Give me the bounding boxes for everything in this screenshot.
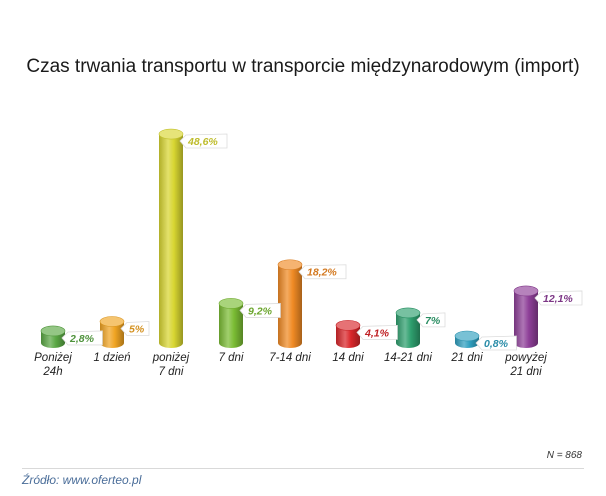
category-label: 14-21 dni	[384, 352, 432, 364]
data-label: 12,1%	[534, 290, 583, 306]
sample-size-note: N = 868	[546, 450, 582, 461]
data-label: 7%	[416, 312, 446, 328]
category-label: 21 dni	[450, 352, 483, 364]
bar-body	[159, 134, 183, 348]
bar-body	[100, 321, 124, 348]
chart-title: Czas trwania transportu w transporcie mi…	[26, 56, 580, 77]
category-label: 24h	[42, 366, 62, 378]
category-label: powyżej	[504, 352, 547, 364]
bar-top	[277, 259, 303, 271]
svg-text:48,6%: 48,6%	[187, 136, 218, 148]
bar-body	[336, 325, 360, 348]
bar-top	[335, 320, 361, 331]
bar-top	[395, 307, 421, 319]
bar-2	[99, 316, 125, 348]
bar-body	[278, 264, 302, 348]
bar-8	[454, 330, 480, 348]
bar-1	[40, 325, 66, 348]
bar-7	[395, 307, 421, 348]
category-label: 1 dzień	[93, 352, 130, 364]
data-label: 48,6%	[179, 133, 228, 149]
bar-body	[396, 312, 420, 348]
category-label: 21 dni	[509, 366, 542, 378]
category-label: Poniżej	[34, 352, 72, 364]
bar-top	[99, 316, 125, 327]
source-divider	[22, 468, 584, 469]
data-label: 18,2%	[298, 264, 347, 280]
svg-text:9,2%: 9,2%	[248, 305, 273, 317]
bar-body	[514, 290, 538, 348]
category-label: 7 dni	[219, 352, 244, 364]
bar-3	[158, 128, 184, 348]
bar-top	[218, 298, 244, 309]
bar-4	[218, 298, 244, 348]
category-label: 14 dni	[332, 352, 364, 364]
data-label: 0,8%	[475, 335, 517, 351]
bar-top	[40, 325, 66, 337]
data-label: 5%	[120, 321, 150, 336]
category-label: poniżej	[152, 352, 190, 364]
svg-text:7%: 7%	[425, 315, 441, 327]
svg-text:4,1%: 4,1%	[364, 327, 390, 339]
source-text: Źródło: www.oferteo.pl	[22, 473, 142, 487]
bar-6	[335, 320, 361, 348]
category-label: 7-14 dni	[269, 352, 311, 364]
bar-9	[513, 285, 539, 348]
bar-top	[158, 128, 184, 140]
data-label: 9,2%	[239, 303, 281, 318]
data-label: 2,8%	[61, 330, 103, 346]
bar-5	[277, 259, 303, 348]
svg-text:18,2%: 18,2%	[307, 267, 337, 279]
data-label: 4,1%	[356, 324, 398, 340]
svg-text:2,8%: 2,8%	[69, 333, 95, 345]
bar-top	[454, 330, 480, 342]
svg-text:0,8%: 0,8%	[484, 338, 509, 350]
svg-text:5%: 5%	[129, 324, 145, 336]
svg-text:12,1%: 12,1%	[543, 293, 573, 305]
category-label: 7 dni	[159, 366, 184, 378]
bar-top	[513, 285, 539, 297]
bar-body	[219, 303, 243, 348]
